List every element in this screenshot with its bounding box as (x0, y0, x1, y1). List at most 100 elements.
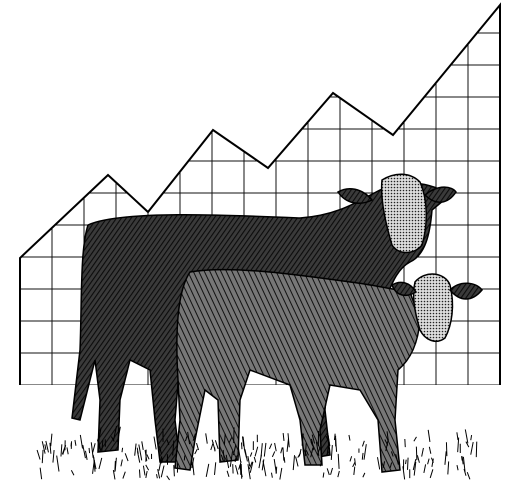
grass-blade (53, 450, 54, 462)
grass-blade (471, 442, 473, 455)
grass-blade (122, 448, 123, 452)
grass-blade (157, 474, 158, 478)
grass-blade (327, 468, 329, 475)
grass-blade (85, 451, 87, 460)
grass-blade (206, 433, 208, 443)
page: {} (() => { (0, 0, 512, 485)
grass-blade (275, 443, 277, 451)
grass-blade (93, 443, 95, 452)
grass-blade (448, 461, 449, 474)
grass-blade (445, 451, 446, 464)
grass-blade (115, 458, 116, 471)
grass-blade (354, 467, 355, 475)
grass-blade (417, 455, 419, 463)
grass-blade (336, 438, 337, 452)
grass-blade (214, 462, 215, 475)
grass-blade (428, 430, 430, 442)
grass-blade (467, 472, 470, 479)
grass-blade (142, 441, 143, 449)
grass-blade (161, 466, 164, 478)
grass-blade (123, 472, 125, 479)
grass-blade (281, 447, 283, 453)
grass-blade (227, 471, 229, 477)
grass-blade (349, 435, 350, 441)
grass-blade (57, 456, 59, 472)
grass-blade (457, 432, 458, 440)
grass-blade (37, 450, 40, 460)
grass-blade (45, 444, 46, 449)
grass-blade (99, 458, 102, 469)
grass-blade (428, 459, 430, 465)
grass-blade (195, 449, 198, 454)
grass-blade (269, 444, 271, 449)
grass-blade (355, 458, 356, 465)
calf-body (175, 270, 420, 472)
grass-blade (276, 467, 277, 474)
grass-blade (184, 455, 185, 460)
grass-blade (254, 457, 256, 462)
grass-blade (298, 453, 301, 458)
grass-blade (283, 447, 284, 460)
grass-blade (271, 473, 272, 478)
grass-blade (154, 437, 156, 450)
grass-blade (338, 471, 340, 477)
grass-blade (457, 465, 458, 470)
grass-blade (121, 460, 122, 467)
grass-blade (465, 429, 468, 443)
grass-blade (408, 458, 409, 470)
grass-blade (377, 457, 379, 469)
grass-blade (40, 468, 42, 479)
grass-blade (75, 440, 76, 446)
grass-blade (167, 476, 170, 480)
grass-blade (93, 460, 95, 474)
grass-blade (362, 441, 364, 447)
grass-blade (293, 455, 294, 470)
grass-blade (406, 460, 407, 464)
grass-blade (323, 472, 324, 477)
grass-blade (146, 471, 147, 478)
grass-blade (146, 465, 149, 470)
cow-ear (338, 189, 372, 204)
grass-blade (364, 444, 366, 459)
grass-blade (272, 451, 274, 456)
grass-blade (235, 465, 237, 474)
grass-blade (42, 450, 43, 463)
grass-blade (338, 454, 339, 469)
grass-blade (139, 470, 140, 478)
grass-blade (283, 433, 284, 441)
grass-blade (429, 447, 431, 454)
grass-blade (193, 462, 194, 475)
grass-blade (80, 435, 82, 449)
grass-blade (363, 473, 365, 477)
grass-blade (61, 444, 62, 456)
grass-blade (147, 455, 149, 460)
grass-blade (71, 470, 74, 475)
grass-blade (250, 452, 252, 456)
grass-blade (255, 447, 258, 457)
grass-blade (51, 434, 52, 446)
grass-blade (331, 445, 332, 460)
grass-blade (83, 445, 86, 458)
grass-blade (471, 435, 472, 440)
grass-blade (422, 448, 424, 457)
grass-blade (206, 464, 209, 477)
grass-blade (263, 461, 266, 477)
grass-blade (143, 466, 145, 476)
grass-blade (424, 464, 426, 473)
grass-blade (331, 468, 333, 475)
grass-blade (280, 468, 282, 480)
grass-blade (67, 447, 68, 454)
grass-blade (430, 469, 433, 478)
grass-blade (135, 444, 136, 456)
grass-blade (125, 453, 128, 461)
grass-blade (462, 456, 463, 464)
grass-blade (174, 465, 175, 476)
grass-blade (46, 441, 49, 452)
grass-blade (350, 456, 352, 461)
grass-blade (334, 434, 335, 440)
grass-blade (89, 448, 90, 453)
grass-blade (362, 453, 363, 460)
grass-blade (264, 443, 266, 457)
grass-blade (353, 462, 355, 467)
grass-blade (261, 443, 262, 458)
